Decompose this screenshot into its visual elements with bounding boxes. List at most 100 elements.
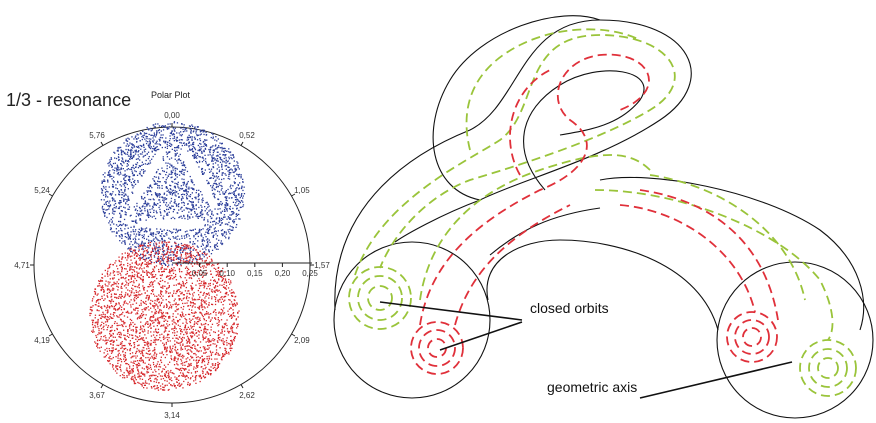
scatter-dot — [173, 170, 174, 171]
scatter-dot — [124, 268, 125, 269]
scatter-dot — [145, 380, 146, 381]
scatter-dot — [160, 215, 161, 216]
scatter-dot — [234, 204, 235, 205]
scatter-dot — [150, 216, 151, 217]
scatter-dot — [126, 199, 127, 200]
scatter-dot — [146, 274, 147, 275]
scatter-dot — [186, 321, 187, 322]
scatter-dot — [166, 195, 167, 196]
scatter-dot — [211, 289, 212, 290]
scatter-dot — [167, 249, 168, 250]
scatter-dot — [180, 160, 181, 161]
scatter-dot — [175, 170, 176, 171]
scatter-dot — [158, 373, 159, 374]
scatter-dot — [144, 244, 145, 245]
scatter-dot — [231, 226, 232, 227]
scatter-dot — [169, 285, 170, 286]
scatter-dot — [137, 355, 138, 356]
scatter-dot — [143, 156, 144, 157]
scatter-dot — [134, 242, 135, 243]
scatter-dot — [210, 222, 211, 223]
scatter-dot — [149, 134, 150, 135]
scatter-dot — [194, 292, 195, 293]
scatter-dot — [208, 154, 209, 155]
scatter-dot — [136, 280, 137, 281]
scatter-dot — [145, 149, 146, 150]
scatter-dot — [219, 171, 220, 172]
scatter-dot — [132, 304, 133, 305]
scatter-dot — [172, 338, 173, 339]
scatter-dot — [163, 158, 164, 159]
scatter-dot — [147, 127, 148, 128]
scatter-dot — [228, 238, 229, 239]
scatter-dot — [167, 305, 168, 306]
scatter-dot — [161, 310, 162, 311]
scatter-dot — [216, 352, 217, 353]
scatter-dot — [197, 344, 198, 345]
scatter-dot — [195, 372, 196, 373]
scatter-dot — [167, 156, 168, 157]
scatter-dot — [175, 248, 176, 249]
scatter-dot — [147, 245, 148, 246]
scatter-dot — [211, 155, 212, 156]
scatter-dot — [180, 260, 181, 261]
scatter-dot — [190, 241, 191, 242]
scatter-dot — [153, 245, 154, 246]
scatter-dot — [207, 207, 208, 208]
scatter-dot — [199, 162, 200, 163]
scatter-dot — [225, 224, 226, 225]
scatter-dot — [186, 191, 187, 192]
scatter-dot — [132, 275, 133, 276]
scatter-dot — [222, 331, 223, 332]
scatter-dot — [148, 379, 149, 380]
scatter-dot — [216, 349, 217, 350]
scatter-dot — [170, 146, 171, 147]
scatter-dot — [216, 358, 217, 359]
scatter-dot — [224, 193, 225, 194]
scatter-dot — [151, 240, 152, 241]
scatter-dot — [173, 273, 174, 274]
scatter-dot — [152, 284, 153, 285]
scatter-dot — [154, 307, 155, 308]
scatter-dot — [222, 340, 223, 341]
scatter-dot — [145, 385, 146, 386]
scatter-dot — [125, 187, 126, 188]
scatter-dot — [131, 379, 132, 380]
scatter-dot — [153, 269, 154, 270]
scatter-dot — [140, 153, 141, 154]
scatter-dot — [118, 202, 119, 203]
scatter-dot — [165, 316, 166, 317]
scatter-dot — [172, 172, 173, 173]
scatter-dot — [160, 258, 161, 259]
scatter-dot — [166, 343, 167, 344]
scatter-dot — [156, 211, 157, 212]
scatter-dot — [164, 369, 165, 370]
scatter-dot — [196, 255, 197, 256]
scatter-dot — [168, 256, 169, 257]
scatter-dot — [128, 160, 129, 161]
scatter-dot — [203, 339, 204, 340]
scatter-dot — [117, 289, 118, 290]
scatter-dot — [127, 303, 128, 304]
scatter-dot — [180, 331, 181, 332]
scatter-dot — [169, 324, 170, 325]
scatter-dot — [230, 350, 231, 351]
scatter-dot — [238, 176, 239, 177]
scatter-dot — [232, 169, 233, 170]
scatter-dot — [215, 181, 216, 182]
scatter-dot — [183, 179, 184, 180]
scatter-dot — [139, 207, 140, 208]
scatter-dot — [137, 317, 138, 318]
scatter-dot — [119, 334, 120, 335]
scatter-dot — [169, 145, 170, 146]
scatter-dot — [231, 292, 232, 293]
scatter-dot — [220, 242, 221, 243]
scatter-dot — [162, 368, 163, 369]
scatter-dot — [174, 376, 175, 377]
scatter-dot — [118, 298, 119, 299]
scatter-dot — [159, 262, 160, 263]
scatter-dot — [124, 361, 125, 362]
scatter-dot — [225, 191, 226, 192]
scatter-dot — [170, 346, 171, 347]
scatter-dot — [92, 310, 93, 311]
